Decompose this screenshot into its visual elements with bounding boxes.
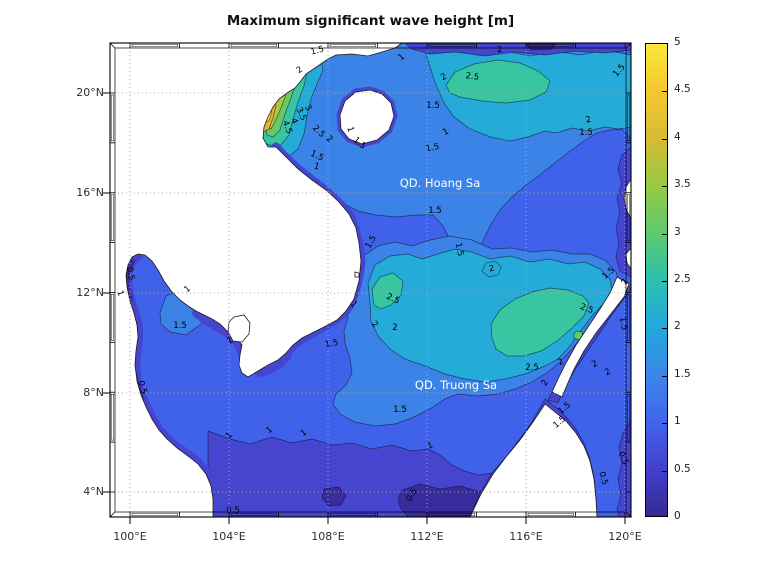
colorbar-tick <box>662 138 667 140</box>
contour-label: 0.5 <box>596 471 609 487</box>
contour-label: 2 <box>324 134 335 145</box>
contour-band-2-2.5 <box>481 260 502 278</box>
contour-label: 4 <box>288 117 299 126</box>
colorbar-tick <box>662 186 667 188</box>
y-axis-label: 16°N <box>76 186 104 199</box>
islet <box>354 271 360 278</box>
contour-label: 2.5 <box>465 71 480 83</box>
colorbar-tick <box>662 470 667 472</box>
contour-label: 2 <box>585 115 593 126</box>
contour-label: 2 <box>392 323 397 333</box>
colorbar-tick <box>662 328 667 330</box>
contour-label: 0.5 <box>135 380 148 396</box>
colorbar-label: 3.5 <box>674 178 691 191</box>
y-axis-label: 8°N <box>83 386 104 399</box>
contour-label: 1 <box>313 162 321 173</box>
mainland <box>110 43 403 517</box>
contour-label: 1.5 <box>428 206 442 216</box>
colorbar-label: 1 <box>674 415 681 428</box>
contour-label: 2 <box>496 45 503 56</box>
colorbar-label: 2.5 <box>674 273 691 285</box>
contour-label: 1.5 <box>173 321 187 331</box>
colorbar <box>645 43 668 517</box>
luzon-coast <box>625 247 631 270</box>
contour-label: 1 <box>396 52 407 63</box>
contour-label: 0.5 <box>124 266 136 281</box>
contour-label: 1.5 <box>393 405 407 415</box>
contour-label: 0.5 <box>226 506 240 516</box>
land-regions <box>110 43 631 517</box>
contour-label: 1 <box>114 289 125 298</box>
colorbar-tick <box>662 423 667 425</box>
borneo <box>469 403 598 517</box>
contour-label: 2.5 <box>579 302 595 316</box>
contour-label: 1.5 <box>453 242 466 257</box>
contour-band-2.5-3 <box>445 59 551 104</box>
colorbar-label: 4.5 <box>674 83 691 96</box>
contour-label: 2 <box>369 319 380 330</box>
contour-band-0.5-1 <box>404 43 631 57</box>
contour-label: 4.5 <box>280 119 294 135</box>
phu-quoc-island <box>227 314 251 343</box>
contour-band-2.5-3 <box>371 272 404 310</box>
contour-label: 2.5 <box>525 363 539 373</box>
contour-label: 2 <box>620 277 631 287</box>
y-axis-label: 12°N <box>76 286 104 299</box>
contour-label: 1 <box>299 428 309 439</box>
colorbar-tick <box>662 375 667 377</box>
contour-band-0.5-1 <box>616 420 631 517</box>
island-group-label: QD. Truong Sa <box>415 378 497 392</box>
colorbar-label: 5 <box>674 36 681 48</box>
contour-label: 2 <box>556 357 566 368</box>
x-axis-label: 108°E <box>311 530 345 543</box>
contour-label: 2 <box>540 378 551 388</box>
contour-label: 1 <box>441 127 451 138</box>
y-axis-label: 20°N <box>76 86 104 99</box>
contour-label: 1.5 <box>324 338 339 350</box>
contour-label: 2 <box>488 264 495 275</box>
contour-band-0.5-1 <box>615 146 631 278</box>
chart-title: Maximum significant wave height [m] <box>226 13 515 29</box>
colorbar-label: 1.5 <box>674 367 691 380</box>
contour-band-2.5-3 <box>490 287 590 357</box>
palawan-island <box>551 276 630 398</box>
colorbar-tick <box>662 233 667 235</box>
colorbar-label: 3 <box>674 225 681 238</box>
contour-label: 1.5 <box>425 142 440 155</box>
contour-label: 2 <box>603 367 613 378</box>
x-axis-label: 120°E <box>608 530 642 543</box>
map-frame <box>103 42 632 524</box>
contour-label: 2 <box>295 65 305 76</box>
x-axis-label: 112°E <box>410 530 444 543</box>
island-group-label: QD. Hoang Sa <box>400 176 481 190</box>
hainan-island <box>339 89 395 145</box>
contour-label: 1.5 <box>426 101 440 111</box>
contour-label: 2 <box>439 72 449 83</box>
contour-label: 1 <box>426 440 435 451</box>
graticule <box>110 43 631 517</box>
x-axis-label: 104°E <box>212 530 246 543</box>
y-axis-label: 4°N <box>83 485 104 498</box>
map-canvas: 1.5 211.52 2.51.521.524.543.532.521.5111.5… <box>103 42 632 524</box>
contour-label: 1 <box>348 299 359 310</box>
colorbar-label: 4 <box>674 130 681 143</box>
contour-label: 2 <box>590 359 600 370</box>
contour-label: 1 <box>226 336 235 347</box>
colorbar-tick <box>662 281 667 282</box>
contour-label: 0.5 <box>616 450 630 466</box>
x-axis-label: 116°E <box>509 530 543 543</box>
colorbar-label: 0.5 <box>674 462 691 475</box>
contour-label: 1 <box>344 126 355 134</box>
contour-label: 1.5 <box>579 128 593 138</box>
contour-label: 1 <box>224 430 235 441</box>
colorbar-label: 0 <box>674 510 681 522</box>
contour-label: 1 <box>264 425 275 436</box>
x-axis-label: 100°E <box>113 530 147 543</box>
colorbar-label: 2 <box>674 320 681 333</box>
contour-label: 3 <box>302 103 313 113</box>
contour-label: 1 <box>182 284 193 295</box>
colorbar-tick <box>662 91 667 93</box>
